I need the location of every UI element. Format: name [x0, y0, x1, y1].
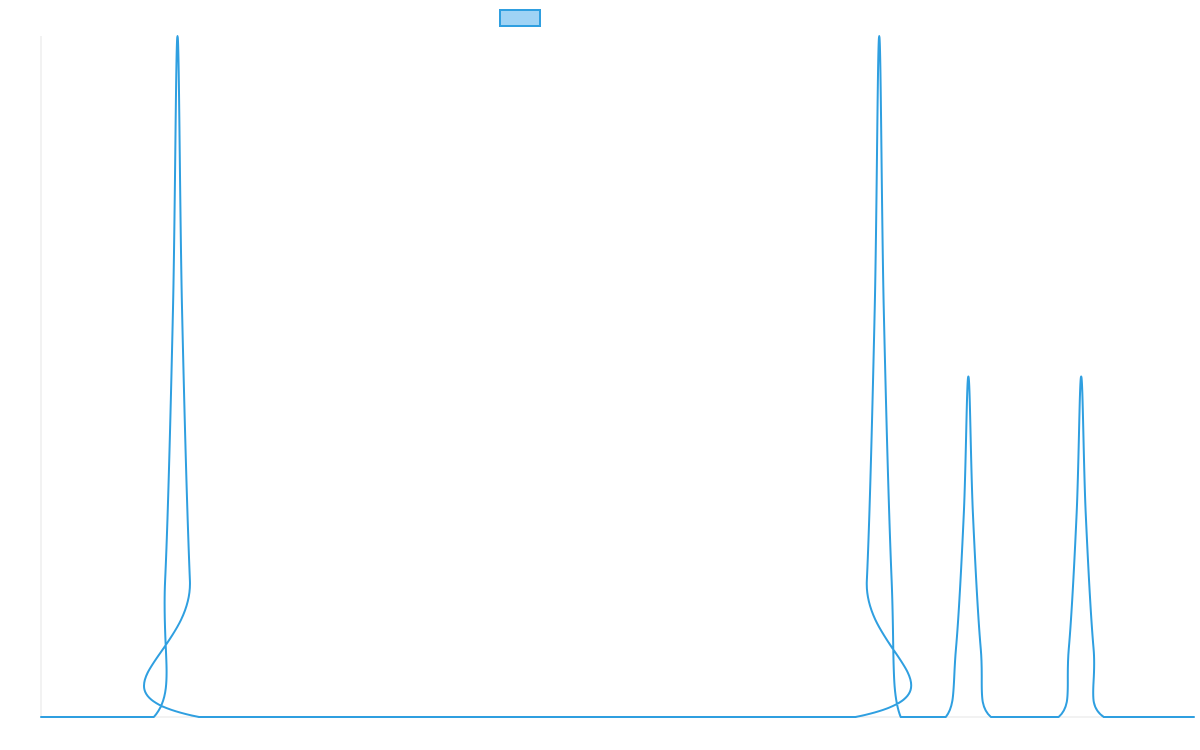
- legend[interactable]: [499, 9, 541, 27]
- series-layer: [40, 35, 1195, 719]
- series-line-1: [40, 35, 1195, 719]
- legend-swatch-series-1[interactable]: [499, 9, 541, 27]
